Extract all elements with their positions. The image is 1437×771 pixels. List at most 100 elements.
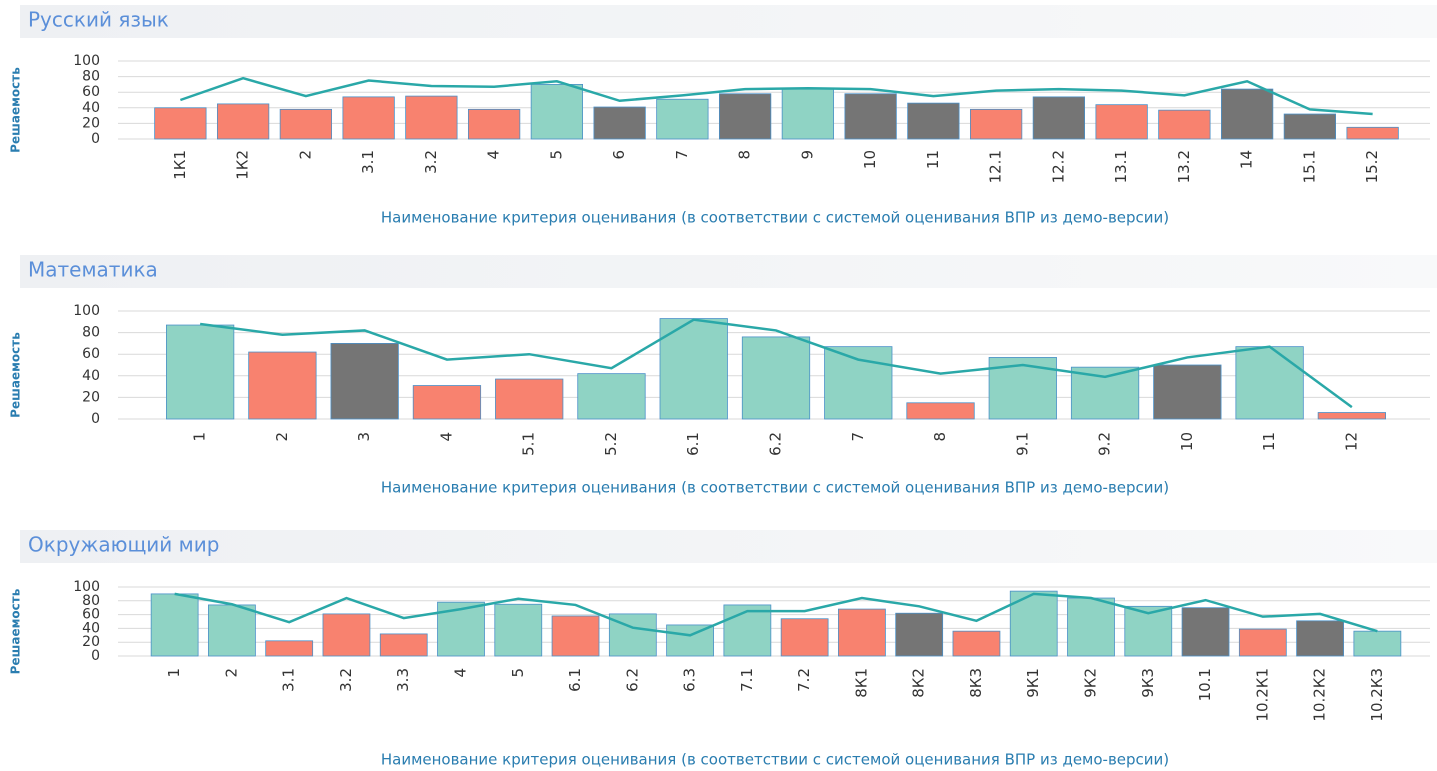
- x-tick-label: 4: [437, 432, 455, 442]
- bar: [1235, 346, 1304, 420]
- bar: [265, 640, 314, 657]
- bar: [781, 87, 835, 140]
- chart-title: Окружающий мир: [28, 533, 219, 557]
- bar: [741, 336, 811, 420]
- bar: [844, 93, 897, 140]
- x-tick-label: 6.3: [681, 668, 699, 692]
- x-tick-label: 3.2: [422, 150, 440, 174]
- x-tick-label: 12.1: [987, 150, 1005, 183]
- line: [174, 592, 1378, 637]
- x-tick-label: 8К2: [910, 668, 928, 698]
- x-tick-label: 9К3: [1139, 668, 1157, 698]
- bar: [577, 373, 646, 420]
- x-tick-label: 3.1: [359, 150, 377, 174]
- y-tick-label: 80: [82, 593, 100, 609]
- x-tick-label: 6.1: [684, 432, 702, 456]
- x-tick-label: 9К2: [1082, 668, 1100, 698]
- x-tick-label: 10: [861, 150, 879, 169]
- bar: [322, 613, 371, 657]
- x-tick-label: 6: [610, 150, 628, 160]
- x-tick-label: 9К1: [1024, 668, 1042, 698]
- y-tick-label: 0: [91, 411, 100, 427]
- x-tick-label: 5.2: [602, 432, 620, 456]
- y-tick-label: 20: [82, 115, 100, 131]
- x-tick-label: 5: [547, 150, 565, 160]
- bar: [969, 108, 1023, 140]
- bar: [216, 103, 270, 140]
- line: [199, 318, 1353, 409]
- bar: [1283, 113, 1337, 140]
- x-tick-label: 2: [222, 668, 240, 678]
- bar: [1158, 109, 1211, 140]
- x-tick-label: 10: [1178, 432, 1196, 451]
- title-band: [20, 255, 1437, 288]
- x-tick-label: 5: [509, 668, 527, 678]
- bar: [494, 603, 543, 657]
- title-band: [20, 5, 1437, 38]
- x-tick-label: 6.2: [767, 432, 785, 456]
- bar: [659, 318, 728, 420]
- bar: [1181, 607, 1230, 657]
- x-tick-label: 3.2: [337, 668, 355, 692]
- x-tick-label: 9.2: [1096, 432, 1114, 456]
- x-tick-label: 9.1: [1013, 432, 1031, 456]
- y-tick-label: 40: [82, 368, 100, 384]
- y-axis-label: Решаемость: [9, 67, 23, 153]
- bar: [412, 385, 482, 420]
- chart-title: Математика: [28, 258, 158, 282]
- x-tick-label: 11: [1260, 432, 1278, 451]
- y-tick-label: 60: [82, 84, 100, 100]
- x-tick-label: 12: [1342, 432, 1360, 451]
- x-tick-label: 7.2: [795, 668, 813, 692]
- bar: [467, 108, 521, 140]
- y-tick-label: 60: [82, 346, 100, 362]
- x-tick-label: 3: [355, 432, 373, 442]
- y-tick-label: 100: [73, 579, 100, 595]
- bar: [208, 604, 256, 657]
- x-tick-label: 10.2К3: [1368, 668, 1386, 722]
- bar: [838, 608, 886, 657]
- x-tick-label: 4: [485, 150, 503, 160]
- bar: [154, 107, 207, 140]
- x-tick-label: 5.1: [520, 432, 538, 456]
- y-tick-label: 60: [82, 607, 100, 623]
- y-axis-label: Решаемость: [9, 332, 23, 418]
- x-tick-label: 6.1: [566, 668, 584, 692]
- x-tick-label: 11: [924, 150, 942, 169]
- bar: [166, 324, 235, 420]
- y-tick-label: 40: [82, 100, 100, 116]
- bar: [1296, 620, 1344, 657]
- y-axis-label: Решаемость: [9, 588, 23, 674]
- bar: [495, 378, 564, 420]
- bar: [530, 84, 584, 140]
- title-band: [20, 530, 1437, 563]
- bar: [907, 102, 960, 140]
- bar: [1095, 104, 1148, 140]
- x-tick-label: 10.2К2: [1311, 668, 1329, 722]
- y-tick-label: 0: [91, 131, 100, 147]
- bar: [780, 618, 829, 657]
- x-tick-label: 8К1: [852, 668, 870, 698]
- x-tick-label: 8: [931, 432, 949, 442]
- y-tick-label: 20: [82, 389, 100, 405]
- x-axis-label: Наименование критерия оценивания (в соот…: [381, 479, 1169, 497]
- x-axis-label: Наименование критерия оценивания (в соот…: [381, 751, 1169, 769]
- x-tick-label: 7.1: [738, 668, 756, 692]
- x-tick-label: 9: [798, 150, 816, 160]
- bar: [1220, 88, 1274, 140]
- y-tick-label: 20: [82, 634, 100, 650]
- bar: [1153, 364, 1222, 420]
- y-tick-label: 80: [82, 69, 100, 85]
- line: [179, 76, 1373, 116]
- bar: [1124, 605, 1173, 657]
- bar: [405, 95, 458, 140]
- y-tick-label: 40: [82, 620, 100, 636]
- x-tick-label: 7: [849, 432, 867, 442]
- bar: [1346, 126, 1399, 140]
- bar: [1032, 96, 1086, 140]
- y-tick-label: 100: [73, 303, 100, 319]
- x-tick-label: 2: [273, 432, 291, 442]
- x-tick-label: 15.2: [1363, 150, 1381, 183]
- x-tick-label: 3.3: [394, 668, 412, 692]
